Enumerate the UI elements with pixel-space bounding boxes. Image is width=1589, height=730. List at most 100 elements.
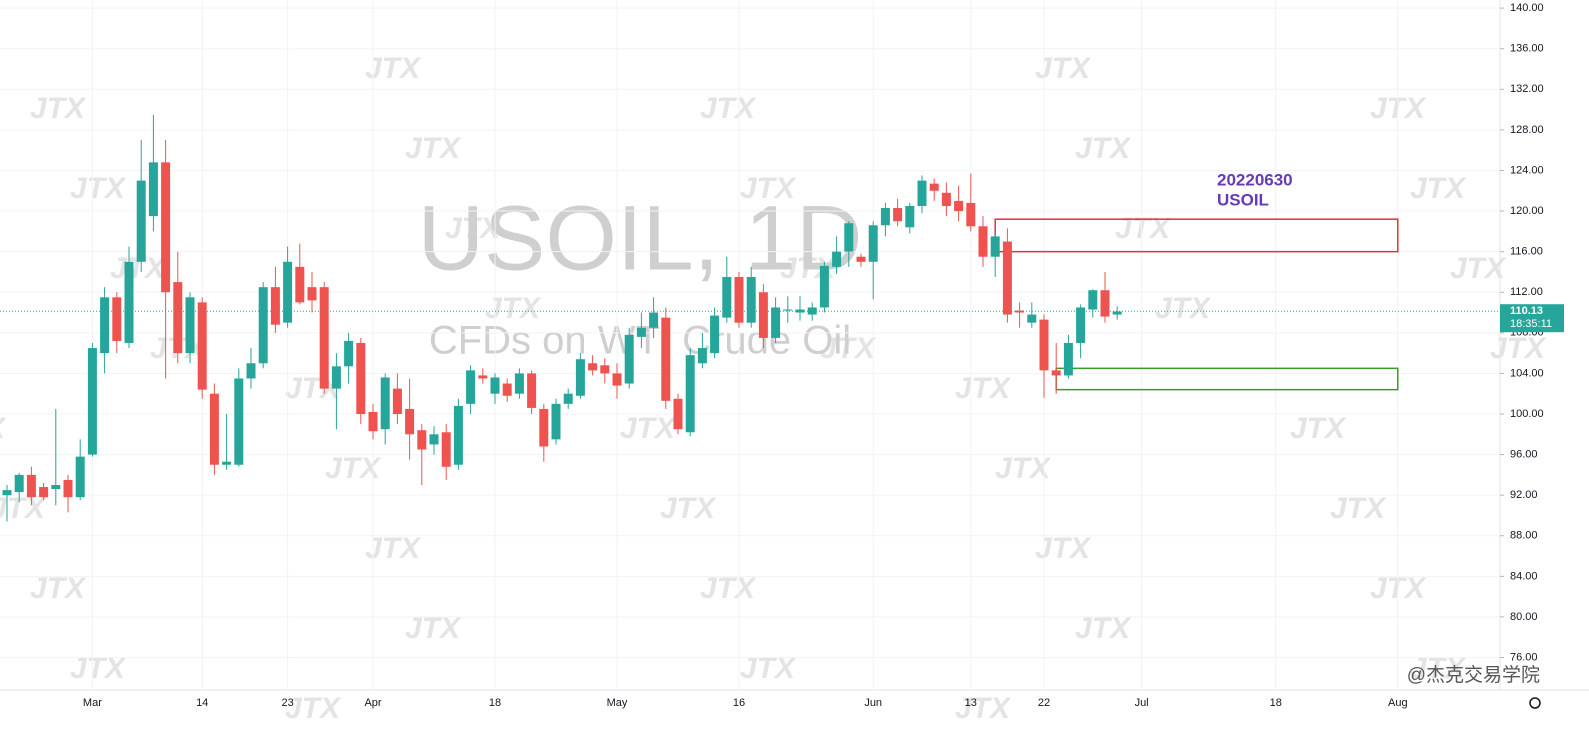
- x-tick-label: 16: [733, 697, 745, 709]
- jtx-watermark: JTX: [1330, 492, 1387, 525]
- jtx-watermark: JTX: [1115, 212, 1172, 245]
- candle-body: [270, 287, 280, 325]
- candle-body: [246, 363, 256, 379]
- candle-body: [331, 366, 341, 389]
- x-tick-label: Jun: [864, 697, 882, 709]
- candle-body: [941, 192, 951, 206]
- candle-body: [148, 162, 158, 217]
- candle-body: [112, 297, 122, 341]
- jtx-watermark: JTX: [955, 372, 1012, 405]
- jtx-watermark: JTX: [1035, 532, 1092, 565]
- jtx-watermark: JTX: [1290, 412, 1347, 445]
- candle-body: [392, 388, 402, 414]
- description-watermark: CFDs on WTI Crude Oil: [429, 319, 851, 363]
- jtx-watermark: JTX: [1155, 292, 1212, 325]
- candle-body: [136, 180, 146, 262]
- jtx-watermark: JTX: [0, 492, 47, 525]
- candle-body: [1100, 290, 1110, 317]
- jtx-watermark: JTX: [740, 652, 797, 685]
- jtx-watermark: JTX: [1035, 52, 1092, 85]
- candle-body: [758, 292, 768, 338]
- jtx-watermark: JTX: [620, 412, 677, 445]
- candle-body: [161, 162, 171, 293]
- candle-body: [1051, 370, 1061, 376]
- jtx-watermark: JTX: [820, 332, 877, 365]
- candle-body: [661, 317, 671, 401]
- jtx-watermark: JTX: [70, 172, 127, 205]
- candle-body: [1076, 307, 1086, 343]
- candle-body: [527, 373, 537, 408]
- candle-body: [978, 226, 988, 257]
- candle-body: [710, 315, 720, 354]
- candle-body: [1015, 310, 1025, 313]
- settings-icon[interactable]: [1529, 697, 1541, 709]
- candle-body: [478, 375, 488, 379]
- candle-body: [1002, 241, 1012, 315]
- candle-body: [234, 378, 244, 465]
- candle-body: [429, 434, 439, 445]
- candle-body: [1063, 342, 1073, 376]
- candle-body: [783, 309, 793, 311]
- jtx-watermark: JTX: [70, 652, 127, 685]
- plot: [0, 0, 1500, 690]
- candle-body: [856, 256, 866, 262]
- y-tick-label: 116.00: [1510, 246, 1543, 258]
- jtx-watermark: JTX: [995, 452, 1052, 485]
- candle-body: [124, 261, 134, 343]
- candle-body: [63, 479, 73, 498]
- x-tick-label: 14: [196, 697, 208, 709]
- last-price-tag: [1500, 304, 1564, 333]
- candle-body: [893, 208, 903, 222]
- y-tick-label: 140.00: [1510, 2, 1544, 14]
- candle-body: [466, 370, 476, 404]
- candle-body: [600, 365, 610, 374]
- jtx-watermark: JTX: [1410, 172, 1467, 205]
- y-tick-label: 104.00: [1510, 367, 1544, 379]
- candle-body: [795, 309, 805, 313]
- x-tick-label: 18: [1270, 697, 1282, 709]
- candle-body: [624, 334, 634, 384]
- candle-body: [673, 398, 683, 430]
- last-price-label: 110.13: [1510, 305, 1543, 317]
- candle-body: [283, 261, 293, 323]
- candle-body: [209, 393, 219, 465]
- y-tick-label: 120.00: [1510, 205, 1544, 217]
- symbol-watermark: USOIL, 1D: [418, 187, 863, 289]
- y-tick-label: 132.00: [1510, 83, 1544, 95]
- x-tick-label: Apr: [364, 697, 381, 709]
- candle-body: [258, 287, 268, 364]
- annotation-date: 20220630: [1217, 170, 1293, 189]
- candle-body: [2, 490, 12, 496]
- jtx-watermark: JTX: [285, 692, 342, 725]
- candle-body: [954, 200, 964, 212]
- candle-body: [807, 307, 817, 315]
- candle-body: [307, 287, 317, 301]
- jtx-watermark: JTX: [955, 692, 1012, 725]
- annotation-symbol: USOIL: [1217, 190, 1269, 209]
- candle-body: [539, 408, 549, 447]
- jtx-watermark: JTX: [30, 92, 87, 125]
- candle-body: [26, 474, 36, 498]
- candle-body: [734, 277, 744, 323]
- jtx-watermark: JTX: [0, 412, 7, 445]
- y-tick-label: 84.00: [1510, 570, 1538, 582]
- candle-body: [771, 307, 781, 338]
- candle-body: [453, 405, 463, 465]
- candle-body: [990, 236, 1000, 257]
- candle-body: [844, 223, 854, 252]
- jtx-watermark: JTX: [30, 572, 87, 605]
- candle-body: [588, 363, 598, 371]
- candle-body: [917, 180, 927, 206]
- candle-body: [905, 205, 915, 228]
- candle-body: [222, 461, 232, 465]
- jtx-watermark: JTX: [1075, 132, 1132, 165]
- candle-body: [39, 487, 49, 498]
- candle-body: [746, 277, 756, 323]
- jtx-watermark: JTX: [365, 532, 422, 565]
- x-tick-label: Aug: [1388, 697, 1408, 709]
- candle-body: [880, 208, 890, 226]
- candle-body: [344, 340, 354, 367]
- candle-body: [868, 225, 878, 262]
- jtx-watermark: JTX: [405, 132, 462, 165]
